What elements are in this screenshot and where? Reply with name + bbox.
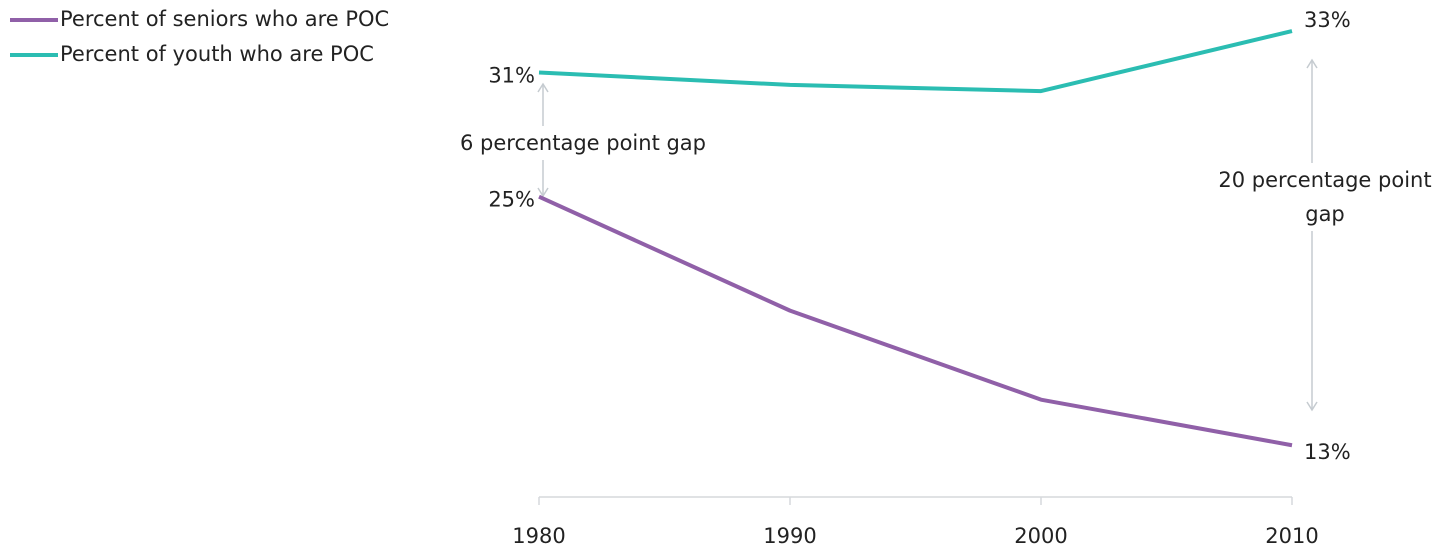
line [538,29,1293,94]
annotation: 6 percentage point gap [448,126,718,160]
data-label: 13% [1304,440,1351,464]
data-label: 25% [488,188,535,212]
annotation: 20 percentage point gap [1205,163,1445,231]
x-tick-label: 2000 [1014,524,1067,548]
data-label: 33% [1304,8,1351,32]
data-label: 31% [488,63,535,87]
legend-label: Percent of youth who are POC [60,42,374,66]
x-tick-label: 1980 [512,524,565,548]
x-tick-label: 1990 [763,524,816,548]
line [538,194,1293,448]
x-tick-label: 2010 [1265,524,1318,548]
legend-label: Percent of seniors who are POC [60,7,389,31]
